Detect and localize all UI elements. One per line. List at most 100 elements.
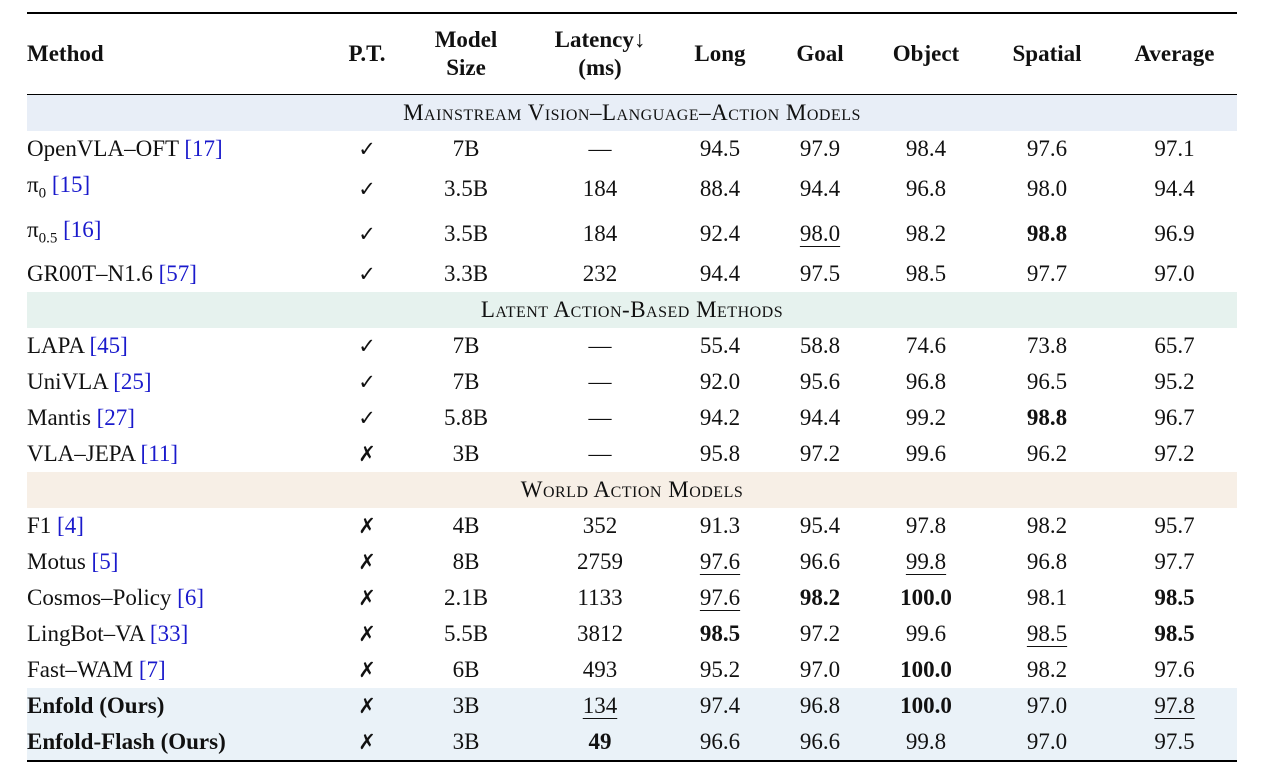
method-name: Fast–WAM [27, 657, 134, 683]
cell-value: 98.2 [799, 585, 841, 611]
method-cell: π0 [15] [27, 167, 332, 212]
cell-value: 3.5B [443, 220, 489, 246]
cell: 96.9 [1112, 212, 1237, 257]
cell-value: 5.8B [443, 405, 489, 431]
pretrained-mark: ✗ [358, 514, 376, 539]
cell-value: 100.0 [900, 585, 952, 611]
cell-value: 98.5 [905, 261, 947, 287]
cell: 96.8 [870, 364, 982, 400]
cell-value: 99.6 [905, 441, 947, 467]
cell: ✗ [332, 508, 402, 544]
cell: 96.2 [982, 436, 1112, 472]
method-name: GR00T–N1.6 [27, 261, 153, 287]
cell-value: 92.4 [699, 220, 741, 246]
cell: 98.1 [982, 580, 1112, 616]
data-row: Cosmos–Policy [6] ✗ 2.1B 1133 97.6 98.2 100.0 9… [27, 580, 1237, 616]
cell-value: 96.8 [905, 176, 947, 202]
header-line: Model [434, 27, 498, 52]
cell-value: 232 [582, 261, 618, 287]
cell: 96.5 [982, 364, 1112, 400]
cell: 99.8 [870, 544, 982, 580]
cell-value: 3B [452, 441, 480, 467]
cell-value: 184 [582, 220, 618, 246]
method-name: UniVLA [27, 369, 108, 395]
cell-value: 94.2 [699, 405, 741, 431]
column-header: Object [870, 13, 982, 95]
cell: 97.0 [1112, 256, 1237, 292]
cell: 97.2 [770, 436, 870, 472]
method-name: Enfold-Flash (Ours) [27, 729, 226, 755]
cell-value: 94.4 [1154, 176, 1195, 202]
cell: 99.8 [870, 724, 982, 761]
cell: 96.7 [1112, 400, 1237, 436]
pretrained-mark: ✓ [358, 262, 376, 287]
cell: 98.0 [770, 212, 870, 257]
cell: 96.6 [770, 544, 870, 580]
header-line: Goal [796, 41, 844, 66]
citation: [27] [96, 405, 135, 431]
cell: 99.2 [870, 400, 982, 436]
method-subscript: 0.5 [38, 230, 58, 247]
cell-value: 493 [582, 657, 618, 683]
cell-value: 97.6 [1154, 657, 1195, 683]
section-row: Mainstream Vision–Language–Action Models [27, 94, 1237, 131]
cell: 7B [402, 364, 530, 400]
cell-value: 65.7 [1154, 333, 1195, 359]
pretrained-mark: ✓ [358, 334, 376, 359]
cell: 94.4 [670, 256, 770, 292]
cell-value: 98.2 [1026, 513, 1068, 539]
cell-value: 98.2 [905, 220, 947, 246]
cell: 73.8 [982, 328, 1112, 364]
cell-value: 97.0 [1026, 693, 1068, 719]
cell: 98.2 [982, 652, 1112, 688]
cell-value: 98.5 [699, 621, 741, 647]
column-header: Model Size [402, 13, 530, 95]
cell-value: 97.5 [799, 261, 841, 287]
data-row: LAPA [45] ✓ 7B — 55.4 58.8 74.6 73.8 65.7 [27, 328, 1237, 364]
cell: ✗ [332, 652, 402, 688]
cell: 3.5B [402, 212, 530, 257]
cell: 97.2 [770, 616, 870, 652]
method-name: LAPA [27, 333, 84, 359]
cell: — [530, 436, 670, 472]
data-row: VLA–JEPA [11] ✗ 3B — 95.8 97.2 99.6 96.2 97.2 [27, 436, 1237, 472]
header-line: P.T. [348, 41, 386, 66]
cell-value: 98.0 [1026, 176, 1068, 202]
cell: 1133 [530, 580, 670, 616]
cell: 97.8 [870, 508, 982, 544]
cell: 98.8 [982, 400, 1112, 436]
cell: ✗ [332, 724, 402, 761]
cell-value: 96.9 [1154, 220, 1195, 246]
cell: 98.4 [870, 131, 982, 167]
cell: 97.8 [1112, 688, 1237, 724]
cell: 100.0 [870, 580, 982, 616]
cell-value: 49 [588, 729, 612, 755]
citation: [7] [138, 657, 166, 683]
cell: 98.5 [670, 616, 770, 652]
cell-value: 98.4 [905, 136, 947, 161]
method-cell: π0.5 [16] [27, 212, 332, 257]
cell: 95.6 [770, 364, 870, 400]
method-name: LingBot–VA [27, 621, 145, 647]
cell-value: 99.2 [905, 405, 947, 431]
cell: ✓ [332, 256, 402, 292]
citation: [15] [51, 172, 91, 197]
method-name: Cosmos–Policy [27, 585, 172, 611]
cell-value: 7B [452, 369, 480, 395]
cell: 94.4 [770, 167, 870, 212]
header-line: Latency↓ [554, 27, 646, 52]
cell-value: 92.0 [699, 369, 741, 395]
cell: 7B [402, 328, 530, 364]
citation: [33] [149, 621, 189, 647]
cell: ✓ [332, 131, 402, 167]
section-row: Latent Action-Based Methods [27, 292, 1237, 329]
cell: 98.2 [870, 212, 982, 257]
cell-value: 97.9 [799, 136, 841, 161]
method-name: Enfold (Ours) [27, 693, 165, 719]
method-cell: Mantis [27] [27, 400, 332, 436]
method-cell: LAPA [45] [27, 328, 332, 364]
cell-value: 94.4 [799, 405, 841, 431]
pretrained-mark: ✗ [358, 550, 376, 575]
cell: 99.6 [870, 616, 982, 652]
cell: 97.6 [1112, 652, 1237, 688]
